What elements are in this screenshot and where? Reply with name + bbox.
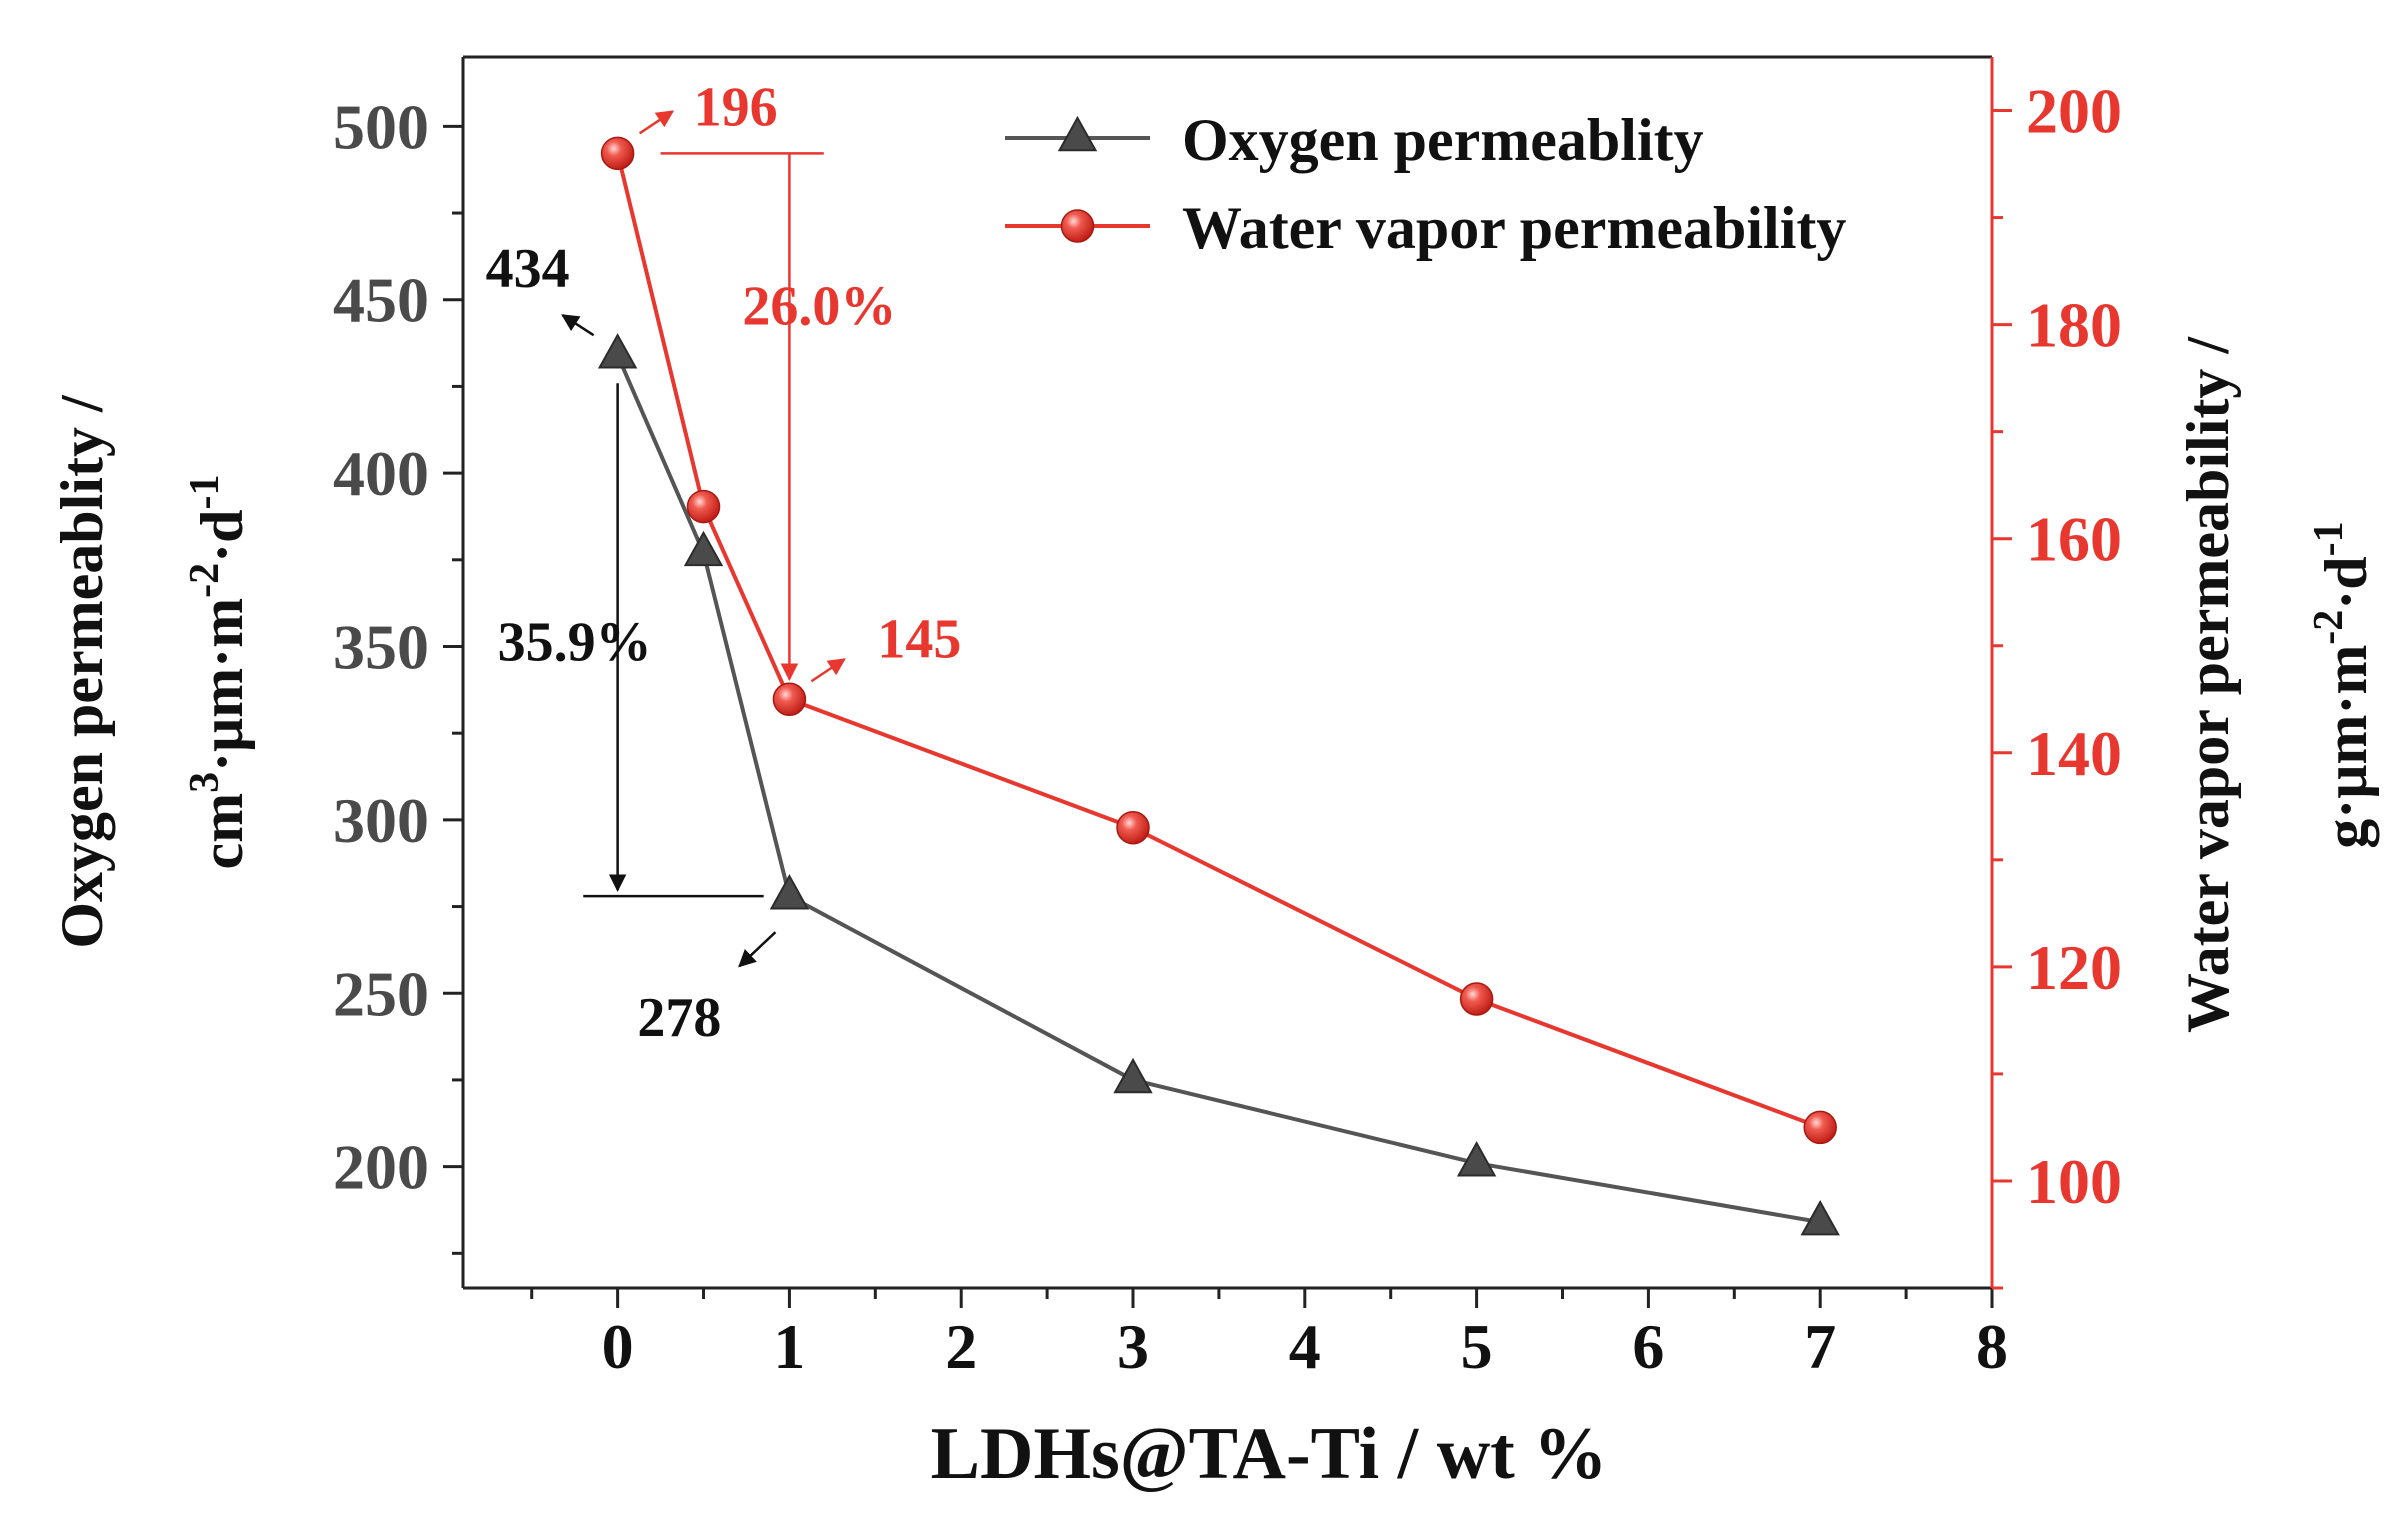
- x-tick-label: 2: [945, 1311, 977, 1382]
- y-right-title-line1: Water vapor permeability /: [2175, 336, 2241, 1033]
- y-left-tick-label: 500: [333, 91, 429, 162]
- oxygen-point: [1800, 1199, 1840, 1236]
- superscript: 3: [182, 772, 228, 793]
- oxygen-at1-arrow: [738, 931, 777, 968]
- oxygen-point: [1113, 1057, 1153, 1094]
- y-axis-right: 100 120 140 160 180 200 Water vapor permeabili…: [1992, 76, 2379, 1290]
- x-tick-label: 0: [602, 1311, 634, 1382]
- series-layer: [597, 136, 1840, 1236]
- water-vapor-point: [686, 489, 721, 524]
- oxygen-point: [597, 333, 638, 369]
- x-tick-label: 8: [1976, 1311, 2008, 1382]
- y-left-title-line2: cm3·μm·m-2·d-1: [182, 474, 255, 869]
- y-left-tick-label: 450: [333, 265, 429, 336]
- y-right-title-line2: g·μm·m-2·d-1: [2306, 521, 2379, 848]
- superscript: -1: [2306, 521, 2352, 556]
- water-vapor-point: [600, 136, 635, 171]
- water-vapor-point: [1803, 1110, 1837, 1145]
- y-right-tick-label: 120: [2026, 932, 2122, 1003]
- x-tick-label: 4: [1289, 1311, 1321, 1382]
- oxygen-start-label: 434: [486, 238, 570, 300]
- oxygen-at1-label: 278: [637, 987, 721, 1049]
- y-right-tick-label: 160: [2026, 504, 2122, 575]
- water-at1-label: 145: [877, 608, 961, 670]
- oxygen-point: [1456, 1141, 1497, 1177]
- x-tick-label: 1: [773, 1311, 805, 1382]
- unit-part: ·d: [189, 509, 255, 562]
- y-left-tick-label: 400: [333, 438, 429, 509]
- superscript: -2: [2306, 610, 2352, 645]
- oxygen-drop-label: 35.9%: [498, 611, 652, 673]
- unit-part: ·d: [2313, 556, 2379, 609]
- unit-part: g·μm·m: [2313, 645, 2379, 849]
- legend-water-label: Water vapor permeability: [1182, 195, 1846, 261]
- oxygen-point: [683, 530, 724, 567]
- x-axis-title: LDHs@TA-Ti / wt %: [931, 1413, 1608, 1495]
- y-axis-left: 200 250 300 350 400 450 500 Oxygen permeablity …: [49, 91, 463, 1255]
- legend-oxygen-label: Oxygen permeablity: [1182, 107, 1704, 173]
- oxygen-start-arrow: [561, 314, 595, 337]
- plot-frame: [461, 55, 1994, 1290]
- water-vapor-point: [1459, 982, 1494, 1016]
- water-vapor-point: [1116, 810, 1150, 845]
- water-drop-label: 26.0%: [742, 276, 896, 338]
- legend-oxygen-marker: [1057, 115, 1098, 152]
- annotations: 35.9% 434 278 26.0% 196 145: [486, 76, 962, 1049]
- y-right-tick-label: 140: [2026, 718, 2122, 789]
- y-right-tick-label: 180: [2026, 290, 2122, 361]
- water-at1-arrow: [810, 658, 846, 683]
- y-left-tick-label: 250: [333, 958, 429, 1029]
- water-vapor-series-line: [615, 152, 1821, 1130]
- y-right-tick-label: 100: [2026, 1146, 2122, 1217]
- x-tick-label: 7: [1804, 1311, 1836, 1382]
- superscript: -1: [182, 474, 228, 509]
- x-tick-label: 6: [1632, 1311, 1664, 1382]
- legend: Oxygen permeablity Water vapor permeabili…: [1005, 107, 1846, 261]
- water-start-label: 196: [694, 76, 778, 138]
- y-left-tick-label: 200: [333, 1132, 429, 1203]
- y-right-tick-label: 200: [2026, 76, 2122, 147]
- water-vapor-point: [772, 682, 807, 717]
- unit-part: ·μm·m: [189, 598, 255, 772]
- water-start-arrow: [638, 110, 675, 135]
- x-axis: 0 1 2 3 4 5 6 7 8: [530, 1288, 2008, 1382]
- x-tick-label: 5: [1461, 1311, 1493, 1382]
- y-left-tick-label: 300: [333, 785, 429, 856]
- unit-part: cm: [189, 793, 255, 870]
- superscript: -2: [182, 563, 228, 598]
- y-left-title-line1: Oxygen permeablity /: [49, 394, 115, 949]
- x-tick-label: 3: [1117, 1311, 1149, 1382]
- oxygen-series-line: [615, 354, 1821, 1225]
- legend-water-marker: [1060, 209, 1095, 243]
- y-left-tick-label: 350: [333, 611, 429, 682]
- oxygen-point: [769, 874, 810, 910]
